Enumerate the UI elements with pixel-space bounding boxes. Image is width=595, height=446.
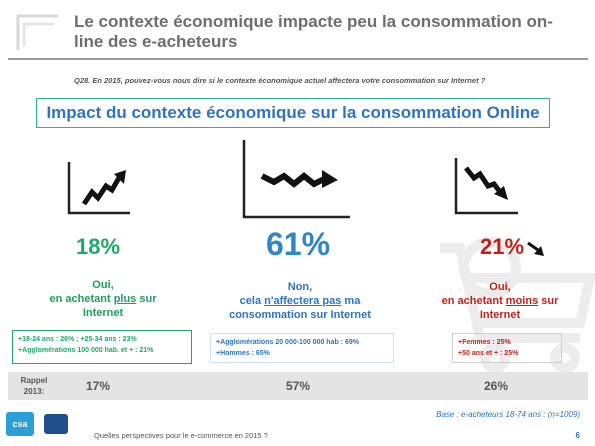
rappel-bar bbox=[8, 372, 588, 400]
title-divider bbox=[8, 58, 588, 60]
arrow-down-right-icon bbox=[527, 241, 544, 256]
banner-title: Impact du contexte économique sur la con… bbox=[36, 98, 550, 128]
page-title: Le contexte économique impacte peu la co… bbox=[74, 12, 553, 51]
percent-oui-plus: 18% bbox=[75, 234, 121, 259]
detail-box-non: +Agglomérations 20 000-100 000 hab : 69%… bbox=[210, 333, 394, 363]
percent-non: 61% bbox=[265, 226, 331, 262]
cart-watermark-icon bbox=[440, 237, 595, 373]
csa-logo: csa bbox=[6, 412, 34, 436]
chart-flat-icon bbox=[242, 140, 350, 219]
rappel-label: Rappel 2013: bbox=[20, 376, 48, 396]
rappel-value-non: 57% bbox=[285, 379, 311, 393]
label-non: Non, cela n'affectera pas ma consommatio… bbox=[229, 281, 371, 321]
detail-box-oui-plus: +18-24 ans : 26% ; +25-34 ans : 23% +Agg… bbox=[12, 330, 192, 364]
rappel-value-oui-moins: 26% bbox=[483, 379, 509, 393]
percent-oui-moins: 21% bbox=[479, 234, 525, 259]
label-oui-moins: Oui, en achetant moins sur Internet bbox=[441, 281, 559, 321]
chart-up-icon bbox=[67, 162, 130, 215]
label-oui-plus: Oui, en achetant plus sur Internet bbox=[49, 279, 157, 319]
page-number: 6 bbox=[575, 431, 580, 440]
title-logo-icon bbox=[16, 14, 58, 50]
detail-box-oui-moins: +Femmes : 25% +50 ans et + : 25% bbox=[452, 333, 562, 363]
base-note: Base : e-acheteurs 18-74 ans : (n=1009) bbox=[436, 410, 580, 419]
chart-down-icon bbox=[454, 158, 518, 215]
rappel-value-oui-plus: 17% bbox=[85, 379, 111, 393]
partner-logo bbox=[44, 414, 68, 434]
footer-text: Quelles perspectives pour le e-commerce … bbox=[94, 431, 268, 440]
question-text: Q28. En 2015, pouvez-vous nous dire si l… bbox=[74, 76, 486, 85]
